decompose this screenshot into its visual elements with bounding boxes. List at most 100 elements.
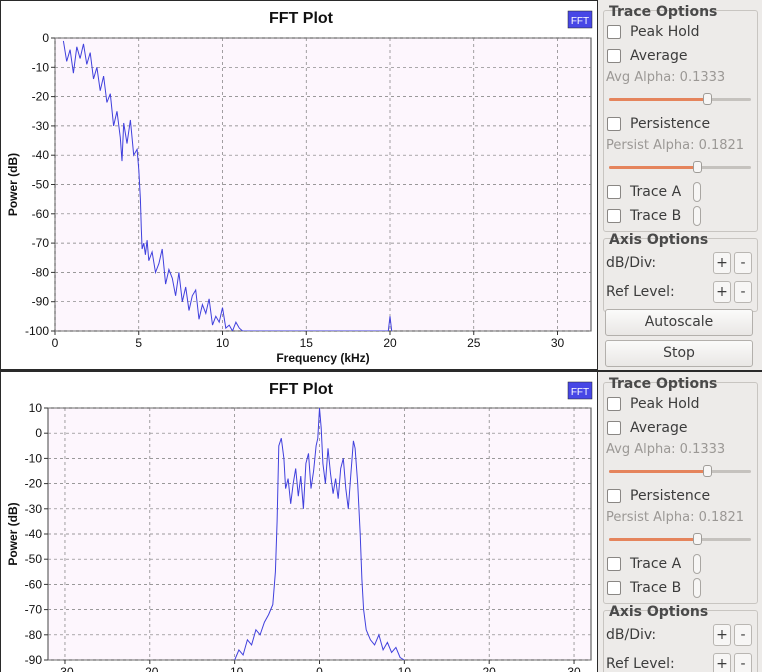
persist-alpha-slider-handle[interactable] (693, 161, 702, 173)
trace-b-checkbox[interactable]: Trace B (607, 580, 681, 596)
db-div-label: dB/Div: (606, 255, 657, 271)
bottom-x-tick-label: -20 (141, 665, 159, 672)
trace-a-checkbox[interactable]: Trace A (607, 184, 681, 200)
bottom-y-axis-label: Power (dB) (6, 502, 20, 565)
top-y-tick-label: -90 (32, 295, 50, 309)
trace-a-handle[interactable] (693, 182, 701, 202)
bottom-y-tick-label: -80 (25, 628, 43, 642)
bottom-y-tick-label: -20 (25, 477, 43, 491)
top-x-tick-label: 20 (383, 336, 397, 350)
persistence-checkbox[interactable]: Persistence (607, 116, 710, 132)
checkbox-box[interactable] (607, 557, 621, 571)
top-x-tick-label: 15 (300, 336, 314, 350)
top-plot-area: FFT Plot FFT 0 5 10 15 20 25 30 0 -10 -20 -30 -40 -50 -… (0, 0, 598, 370)
top-y-axis-label: Power (dB) (6, 153, 20, 216)
trace-a-label: Trace A (630, 184, 682, 200)
trace-options-title: Trace Options (609, 376, 718, 392)
top-control-panel: Trace Options Peak Hold Average Avg Alph… (601, 0, 762, 372)
db-div-minus-button[interactable]: - (734, 252, 752, 274)
top-x-tick-label: 5 (135, 336, 142, 350)
bottom-y-tick-label: -10 (25, 451, 43, 465)
average-checkbox[interactable]: Average (607, 420, 688, 436)
bottom-x-tick-label: 0 (316, 665, 323, 672)
avg-alpha-slider[interactable] (609, 465, 751, 477)
trace-b-checkbox[interactable]: Trace B (607, 208, 681, 224)
persistence-label: Persistence (630, 488, 711, 504)
top-x-tick-label: 10 (216, 336, 230, 350)
trace-a-handle[interactable] (693, 554, 701, 574)
top-y-tick-label: -10 (32, 60, 50, 74)
trace-b-handle[interactable] (693, 206, 701, 226)
stop-button[interactable]: Stop (605, 340, 753, 367)
bottom-series-line (234, 408, 405, 660)
ref-level-plus-button[interactable]: + (713, 653, 731, 672)
average-checkbox[interactable]: Average (607, 48, 688, 64)
bottom-legend-swatch (567, 381, 593, 400)
checkbox-box[interactable] (607, 489, 621, 503)
top-x-tick-label: 0 (52, 336, 59, 350)
persist-alpha-slider[interactable] (609, 533, 751, 545)
trace-b-label: Trace B (630, 208, 682, 224)
axis-options-frame (603, 610, 758, 672)
bottom-chart-title: FFT Plot (269, 381, 334, 398)
bottom-y-tick-label: -40 (25, 527, 43, 541)
trace-a-label: Trace A (630, 556, 682, 572)
persist-alpha-slider-handle[interactable] (693, 533, 702, 545)
top-fft-chart: FFT Plot FFT 0 5 10 15 20 25 30 0 -10 -20 -30 -40 -50 -… (6, 10, 593, 365)
avg-alpha-slider-handle[interactable] (703, 93, 712, 105)
top-y-tick-label: -70 (32, 236, 50, 250)
trace-options-frame (603, 382, 758, 604)
top-y-tick-label: -40 (32, 148, 50, 162)
checkbox-box[interactable] (607, 25, 621, 39)
avg-alpha-label: Avg Alpha: 0.1333 (606, 442, 726, 457)
trace-a-checkbox[interactable]: Trace A (607, 556, 681, 572)
top-x-axis-label: Frequency (kHz) (276, 351, 369, 365)
persist-alpha-slider[interactable] (609, 161, 751, 173)
bottom-fft-chart: FFT Plot FFT -30 -20 -10 0 10 20 30 10 0 -10 -20 -30 -… (6, 381, 593, 672)
trace-options-title: Trace Options (609, 4, 718, 20)
top-y-tick-label: -100 (25, 324, 49, 338)
top-legend-label: FFT (571, 16, 589, 27)
top-legend-swatch (567, 10, 593, 29)
checkbox-box[interactable] (607, 397, 621, 411)
peak-hold-label: Peak Hold (630, 396, 700, 412)
ref-level-minus-button[interactable]: - (734, 281, 752, 303)
checkbox-box[interactable] (607, 49, 621, 63)
db-div-plus-button[interactable]: + (713, 624, 731, 646)
axis-options-title: Axis Options (609, 232, 709, 248)
bottom-x-tick-label: 20 (483, 665, 497, 672)
ref-level-label: Ref Level: (606, 284, 675, 300)
peak-hold-checkbox[interactable]: Peak Hold (607, 396, 700, 412)
ref-level-minus-button[interactable]: - (734, 653, 752, 672)
top-y-tick-label: -50 (32, 178, 50, 192)
top-y-tick-label: 0 (42, 31, 49, 45)
top-chart-title: FFT Plot (269, 10, 334, 27)
db-div-minus-button[interactable]: - (734, 624, 752, 646)
bottom-y-tick-label: 0 (35, 426, 42, 440)
axis-options-title: Axis Options (609, 604, 709, 620)
bottom-fft-pane: FFT Plot FFT -30 -20 -10 0 10 20 30 10 0 -10 -20 -30 -… (0, 372, 762, 672)
avg-alpha-slider[interactable] (609, 93, 751, 105)
persistence-checkbox[interactable]: Persistence (607, 488, 710, 504)
peak-hold-checkbox[interactable]: Peak Hold (607, 24, 700, 40)
average-label: Average (630, 420, 688, 436)
bottom-control-panel: Trace Options Peak Hold Average Avg Alph… (601, 372, 762, 672)
bottom-x-tick-label: -30 (56, 665, 74, 672)
top-y-tick-label: -20 (32, 90, 50, 104)
ref-level-plus-button[interactable]: + (713, 281, 731, 303)
checkbox-box[interactable] (607, 209, 621, 223)
checkbox-box[interactable] (607, 117, 621, 131)
checkbox-box[interactable] (607, 185, 621, 199)
bottom-plot-area: FFT Plot FFT -30 -20 -10 0 10 20 30 10 0 -10 -20 -30 -… (0, 372, 598, 672)
db-div-plus-button[interactable]: + (713, 252, 731, 274)
bottom-y-tick-label: -50 (25, 552, 43, 566)
bottom-y-tick-label: -60 (25, 577, 43, 591)
checkbox-box[interactable] (607, 421, 621, 435)
top-y-tick-label: -80 (32, 265, 50, 279)
top-fft-pane: FFT Plot FFT 0 5 10 15 20 25 30 0 -10 -20 -30 -40 -50 -… (0, 0, 762, 372)
autoscale-button[interactable]: Autoscale (605, 309, 753, 336)
avg-alpha-slider-handle[interactable] (703, 465, 712, 477)
checkbox-box[interactable] (607, 581, 621, 595)
top-y-tick-label: -30 (32, 119, 50, 133)
trace-b-handle[interactable] (693, 578, 701, 598)
